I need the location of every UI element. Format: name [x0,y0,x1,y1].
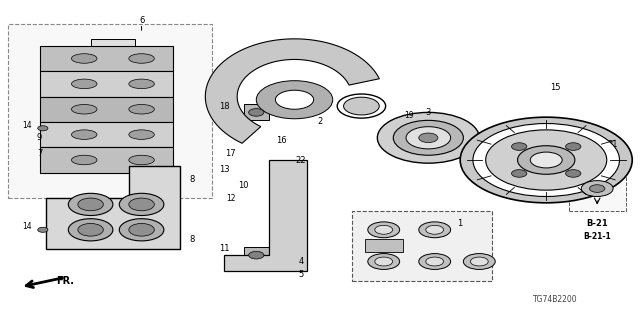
Ellipse shape [72,155,97,165]
Ellipse shape [72,79,97,89]
Text: 3: 3 [426,108,431,117]
Ellipse shape [129,105,154,114]
Circle shape [119,193,164,215]
Text: 13: 13 [219,165,230,174]
Circle shape [589,185,605,192]
Text: 1: 1 [458,219,463,228]
Text: 15: 15 [550,83,561,92]
Circle shape [38,126,48,131]
Text: 21: 21 [608,140,618,148]
Circle shape [38,227,48,232]
Bar [244,247,269,263]
Circle shape [119,219,164,241]
Bar [244,105,269,120]
Polygon shape [40,97,173,122]
Circle shape [68,219,113,241]
Bar [91,39,135,55]
Ellipse shape [72,105,97,114]
Circle shape [419,253,451,269]
Text: 12: 12 [226,194,236,203]
Circle shape [581,180,613,196]
Circle shape [275,90,314,109]
Bar [352,211,492,281]
Circle shape [406,127,451,149]
Circle shape [511,143,527,150]
Text: 17: 17 [225,149,236,158]
Circle shape [129,198,154,211]
Circle shape [463,253,495,269]
Circle shape [470,257,488,266]
Text: FR.: FR. [56,276,74,285]
Circle shape [511,170,527,177]
Text: 8: 8 [190,174,195,184]
Polygon shape [40,46,173,71]
Circle shape [68,193,113,215]
Bar [365,239,403,252]
Circle shape [531,152,562,168]
Circle shape [375,257,393,266]
Text: 8: 8 [190,235,195,244]
Polygon shape [205,39,380,143]
Circle shape [419,133,438,142]
Ellipse shape [129,54,154,63]
Circle shape [473,124,620,196]
Circle shape [78,223,103,236]
Polygon shape [225,160,307,271]
Circle shape [419,222,451,238]
Circle shape [368,253,399,269]
Ellipse shape [129,155,154,165]
Circle shape [518,146,575,174]
Circle shape [460,117,632,203]
Circle shape [486,130,607,190]
Text: TG74B2200: TG74B2200 [534,295,578,304]
Circle shape [566,170,581,177]
Text: 7: 7 [37,149,42,158]
Circle shape [378,112,479,163]
Polygon shape [40,71,173,97]
Circle shape [344,97,380,115]
Circle shape [394,120,463,155]
Text: 18: 18 [219,101,230,111]
Text: 20: 20 [353,105,363,114]
Ellipse shape [129,79,154,89]
Circle shape [248,108,264,116]
Text: 16: 16 [276,136,287,146]
Text: 6: 6 [139,16,144,25]
Text: 14: 14 [22,222,32,231]
Circle shape [426,257,444,266]
Text: 14: 14 [22,121,32,130]
Polygon shape [40,122,173,147]
Circle shape [368,222,399,238]
Circle shape [256,81,333,119]
Ellipse shape [129,130,154,140]
Circle shape [129,223,154,236]
Text: 22: 22 [296,156,306,164]
Circle shape [78,198,103,211]
Text: B-21-1: B-21-1 [583,232,611,241]
Bar [8,24,212,198]
Bar [568,163,626,211]
Polygon shape [40,147,173,173]
Polygon shape [46,166,180,249]
Circle shape [566,143,581,150]
Text: 4: 4 [298,257,303,266]
Ellipse shape [72,54,97,63]
Circle shape [426,225,444,234]
Text: 9: 9 [37,133,42,142]
Text: 10: 10 [238,181,249,190]
Text: 11: 11 [219,244,230,253]
Text: 19: 19 [404,111,414,120]
Text: B-21: B-21 [586,219,608,228]
Text: 5: 5 [298,270,303,279]
Circle shape [248,252,264,259]
Ellipse shape [72,130,97,140]
Circle shape [375,225,393,234]
Text: 2: 2 [317,117,323,126]
